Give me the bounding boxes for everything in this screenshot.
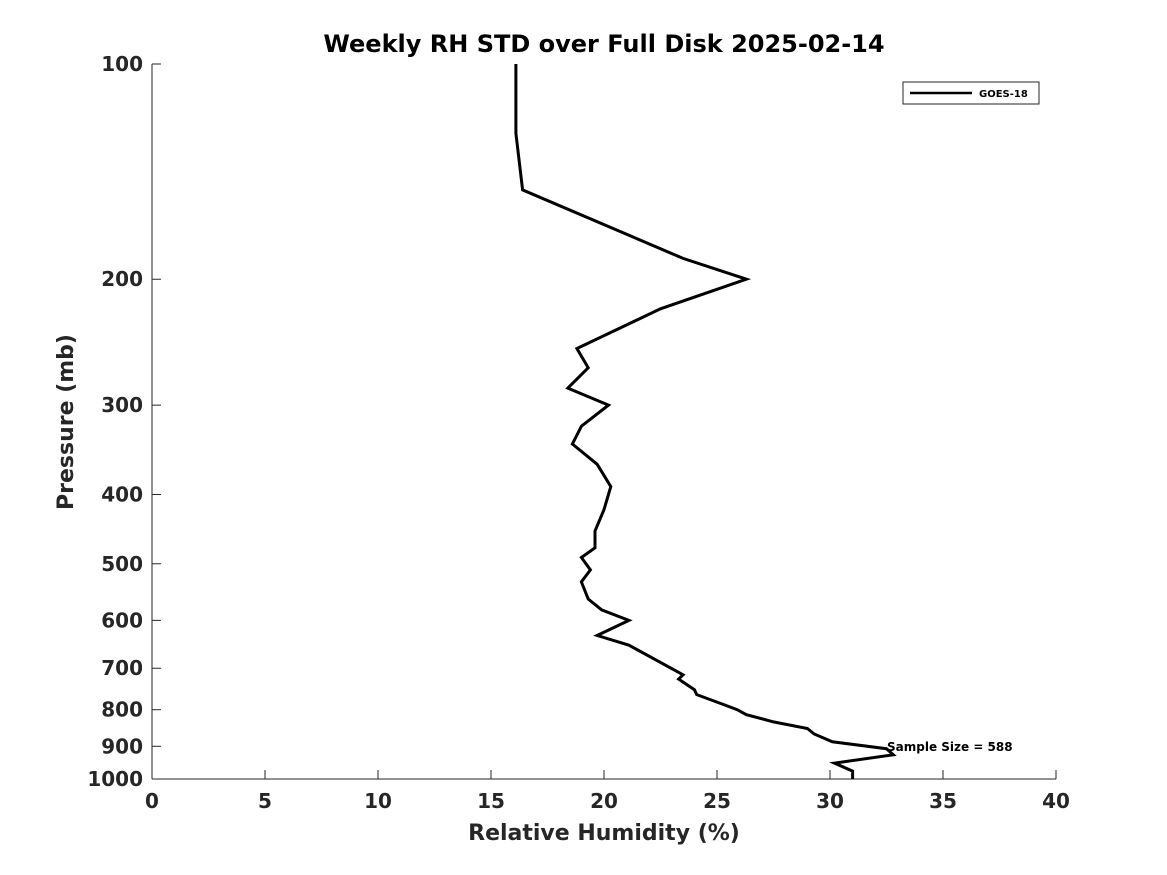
y-tick-label: 900 — [101, 734, 143, 758]
x-tick-label: 20 — [590, 789, 618, 813]
legend-label-goes-18: GOES-18 — [979, 89, 1028, 100]
x-tick-label: 5 — [258, 789, 272, 813]
y-tick-label: 300 — [101, 393, 143, 417]
x-tick-label: 35 — [929, 789, 957, 813]
y-tick-label: 700 — [101, 656, 143, 680]
chart-title: Weekly RH STD over Full Disk 2025-02-14 — [323, 30, 884, 58]
x-tick-label: 10 — [364, 789, 392, 813]
y-axis-ticks: 100 200 300 400 500 600 700 800 900 1000 — [87, 52, 161, 791]
x-axis-label: Relative Humidity (%) — [468, 821, 740, 846]
x-tick-label: 25 — [703, 789, 731, 813]
x-tick-label: 15 — [477, 789, 505, 813]
y-tick-label: 400 — [101, 482, 143, 506]
x-tick-label: 40 — [1042, 789, 1070, 813]
y-tick-label: 200 — [101, 267, 143, 291]
series-line-goes-18 — [514, 64, 897, 779]
legend: GOES-18 — [902, 81, 1040, 105]
series-group — [514, 64, 897, 779]
sample-size-annotation: Sample Size = 588 — [887, 740, 1013, 754]
y-axis-label: Pressure (mb) — [54, 334, 79, 510]
y-tick-label: 1000 — [87, 767, 143, 791]
y-tick-label: 800 — [101, 698, 143, 722]
x-tick-label: 30 — [816, 789, 844, 813]
x-axis-ticks: 0 5 10 15 20 25 30 35 40 — [145, 770, 1070, 813]
x-tick-label: 0 — [145, 789, 159, 813]
y-tick-label: 600 — [101, 608, 143, 632]
y-tick-label: 500 — [101, 552, 143, 576]
y-tick-label: 100 — [101, 52, 143, 76]
